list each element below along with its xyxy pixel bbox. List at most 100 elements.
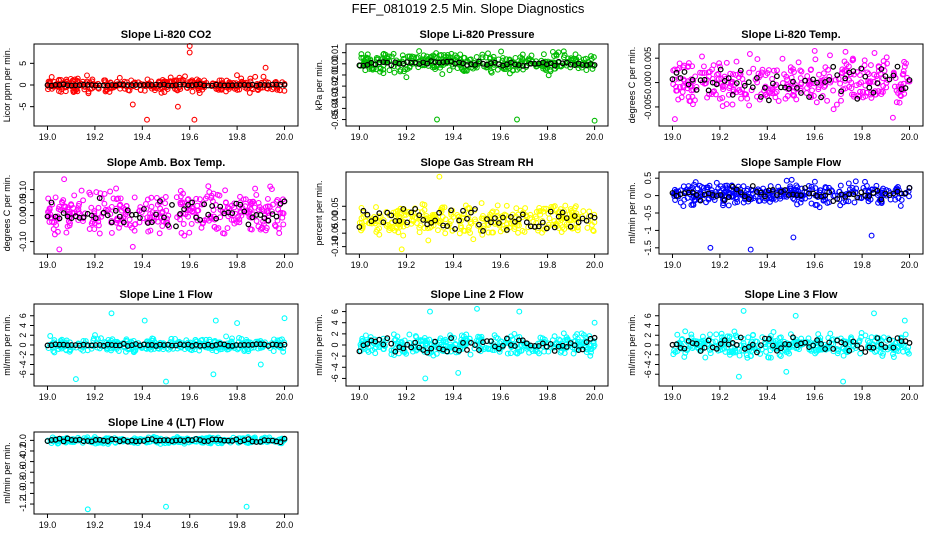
data-point: [853, 185, 860, 192]
selected-point: [60, 438, 67, 445]
selected-point: [400, 345, 407, 352]
data-point: [447, 341, 454, 348]
selected-point: [448, 207, 455, 214]
selected-point: [464, 215, 470, 222]
data-point: [105, 206, 112, 213]
x-tick-label: 19.8: [228, 392, 246, 402]
data-point: [770, 329, 777, 335]
selected-point: [205, 211, 212, 218]
data-point: [164, 345, 171, 351]
selected-point: [874, 187, 881, 194]
data-point: [84, 72, 90, 79]
selected-point: [516, 337, 522, 344]
outlier-point: [108, 310, 115, 317]
y-tick-label: -0.02: [330, 76, 340, 97]
selected-point: [265, 217, 272, 224]
x-tick-label: 19.0: [351, 132, 369, 142]
data-point: [791, 84, 798, 90]
y-tick-label: -4: [18, 360, 28, 368]
data-point: [783, 177, 790, 184]
data-point: [202, 195, 209, 202]
selected-point: [472, 62, 478, 68]
x-tick-label: 19.2: [398, 132, 416, 142]
data-point: [161, 78, 168, 85]
data-point: [494, 202, 501, 209]
data-point: [504, 221, 510, 228]
selected-point: [902, 190, 909, 197]
data-point: [807, 67, 814, 73]
page-title: FEF_081019 2.5 Min. Slope Diagnostics: [351, 1, 585, 16]
selected-point: [124, 207, 131, 214]
data-point: [586, 333, 593, 340]
data-point: [692, 197, 699, 204]
selected-point: [778, 345, 784, 352]
data-point: [86, 226, 93, 232]
data-point: [842, 347, 849, 354]
data-point: [770, 195, 777, 202]
data-point: [895, 195, 902, 202]
x-tick-label: 19.0: [39, 520, 57, 530]
selected-point: [116, 213, 123, 220]
data-point: [900, 68, 907, 75]
data-point: [88, 204, 95, 211]
selected-point: [356, 348, 363, 355]
data-point: [745, 334, 752, 341]
data-point: [163, 207, 170, 214]
selected-point: [858, 345, 865, 352]
selected-point: [737, 334, 744, 341]
selected-point: [277, 200, 284, 207]
data-point: [84, 78, 90, 85]
data-point: [726, 334, 733, 341]
data-point: [409, 53, 415, 60]
data-point: [479, 51, 486, 58]
data-point: [80, 197, 87, 204]
selected-point: [237, 201, 244, 208]
data-point: [231, 220, 238, 227]
data-point: [450, 213, 457, 220]
plot-frame: [345, 43, 609, 127]
selected-point: [368, 218, 375, 225]
y-tick-label: 0.5: [643, 172, 653, 185]
data-point: [373, 344, 379, 351]
data-point: [840, 352, 847, 359]
selected-point: [80, 214, 87, 221]
y-tick-label: 0.05: [18, 194, 28, 212]
data-point: [110, 195, 117, 202]
data-point: [423, 213, 430, 219]
data-point: [102, 77, 109, 84]
selected-point: [384, 209, 391, 216]
y-tick-label: 0.05: [330, 198, 340, 216]
selected-point: [476, 347, 482, 353]
data-point: [374, 226, 381, 233]
data-point: [772, 90, 778, 97]
selected-point: [866, 84, 873, 91]
y-axis-label: percent per min.: [314, 180, 324, 245]
selected-point: [408, 344, 415, 351]
data-point: [58, 336, 65, 343]
selected-point: [741, 193, 748, 200]
data-point: [856, 194, 863, 201]
data-point: [716, 60, 723, 67]
data-point: [274, 197, 281, 203]
outlier-point: [707, 244, 714, 251]
selected-point: [547, 341, 554, 347]
selected-point: [713, 345, 720, 352]
data-point: [109, 336, 116, 343]
selected-point: [201, 201, 208, 208]
data-point: [730, 71, 737, 78]
data-point: [101, 200, 108, 207]
y-tick-label: 4: [643, 323, 653, 328]
selected-point: [56, 435, 63, 442]
data-point: [553, 51, 560, 58]
data-point: [446, 67, 453, 74]
y-tick-label: -0.03: [330, 87, 340, 108]
data-point: [527, 214, 534, 221]
data-point: [503, 202, 510, 209]
data-point: [518, 347, 525, 354]
outlier-point: [474, 305, 480, 312]
data-point: [174, 87, 181, 94]
chart-title: Slope Line 4 (LT) Flow: [108, 417, 224, 429]
data-point: [726, 349, 733, 356]
data-point: [533, 215, 540, 222]
data-point: [670, 351, 677, 358]
